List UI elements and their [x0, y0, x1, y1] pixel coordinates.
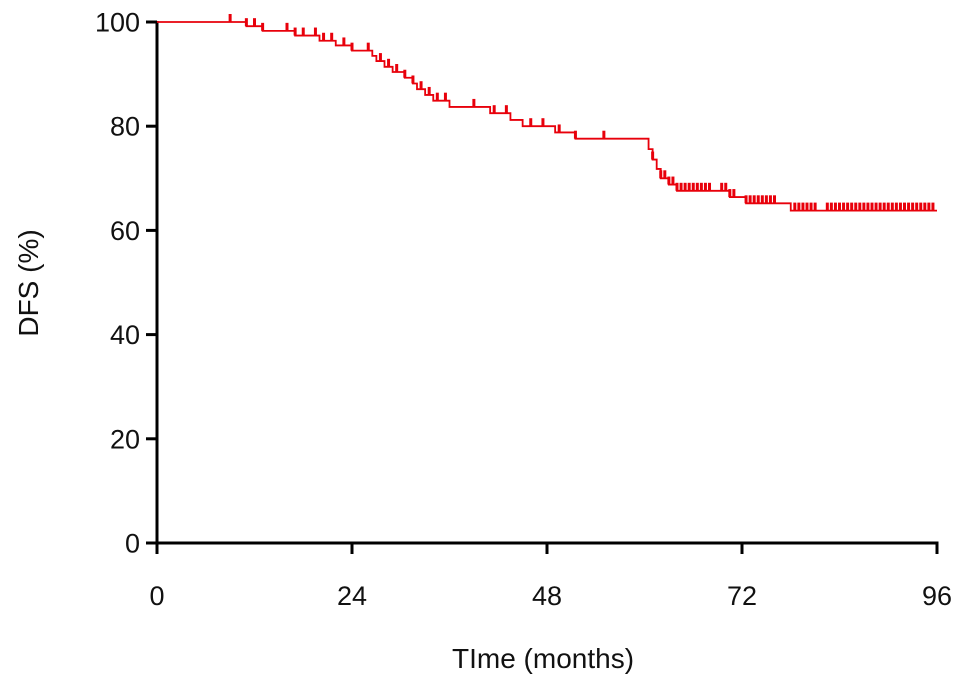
dfs-curve-group	[157, 14, 937, 212]
tick-labels: 0 20 40 60 80 100 0 24 48 72 96	[95, 8, 952, 612]
y-tick-label: 100	[95, 8, 140, 38]
y-tick-label: 20	[110, 424, 140, 454]
y-tick-label: 60	[110, 216, 140, 246]
y-axis-title: DFS (%)	[13, 229, 44, 336]
y-tick-label: 0	[125, 529, 140, 559]
dfs-step-line	[157, 21, 937, 212]
y-tick-label: 40	[110, 320, 140, 350]
y-tick-label: 80	[110, 112, 140, 142]
x-tick-label: 24	[337, 581, 367, 611]
x-axis-title: TIme (months)	[452, 643, 634, 674]
axes	[146, 20, 939, 554]
x-tick-label: 96	[922, 581, 952, 611]
x-tick-label: 72	[727, 581, 757, 611]
x-tick-label: 0	[149, 581, 164, 611]
x-tick-label: 48	[532, 581, 562, 611]
